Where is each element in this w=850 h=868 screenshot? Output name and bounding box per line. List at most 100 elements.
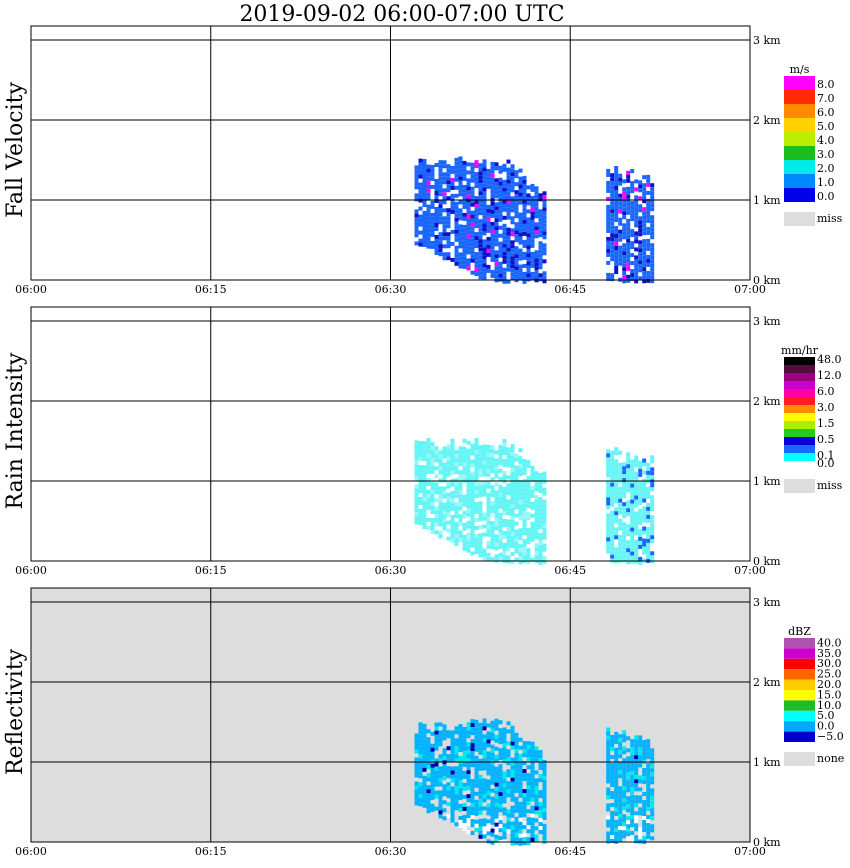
echo-pixel [494, 202, 499, 207]
echo-pixel [470, 723, 475, 728]
echo-pixel [474, 538, 479, 542]
echo-pixel [458, 784, 463, 788]
echo-pixel [478, 175, 483, 180]
echo-pixel [418, 457, 423, 461]
echo-pixel [414, 745, 419, 750]
echo-pixel [506, 821, 511, 826]
echo-pixel [610, 771, 615, 775]
colorbar-swatch [784, 174, 815, 188]
echo-pixel [478, 465, 483, 470]
colorbar-miss-label: miss [817, 479, 843, 492]
echo-pixel [610, 277, 615, 282]
echo-pixel [434, 183, 439, 187]
echo-pixel [518, 196, 523, 201]
echo-pixel [522, 527, 527, 532]
echo-pixel [510, 448, 515, 452]
echo-pixel [606, 489, 611, 494]
echo-pixel [530, 235, 535, 240]
echo-pixel [638, 224, 643, 229]
echo-pixel [426, 493, 431, 498]
echo-pixel [422, 481, 427, 486]
echo-pixel [430, 446, 435, 450]
echo-pixel [518, 184, 523, 189]
echo-pixel [614, 250, 619, 254]
echo-pixel [534, 190, 539, 195]
echo-pixel [534, 475, 539, 480]
echo-pixel [626, 808, 631, 813]
echo-pixel [650, 768, 655, 773]
echo-pixel [518, 508, 523, 513]
echo-pixel [438, 802, 443, 807]
echo-pixel [470, 447, 475, 452]
echo-cell [606, 727, 655, 845]
echo-pixel [498, 249, 503, 254]
echo-pixel [414, 508, 419, 513]
echo-pixel [538, 830, 543, 835]
echo-pixel [650, 752, 655, 757]
echo-pixel [614, 791, 619, 796]
echo-pixel [438, 810, 443, 815]
echo-pixel [466, 480, 471, 485]
echo-pixel [434, 251, 439, 255]
echo-pixel [446, 464, 451, 469]
echo-pixel [622, 830, 627, 835]
echo-pixel [506, 841, 511, 846]
echo-pixel [618, 742, 623, 747]
echo-pixel [506, 789, 511, 794]
echo-pixel [474, 735, 479, 740]
echo-pixel [622, 215, 627, 220]
echo-pixel [610, 217, 615, 222]
echo-pixel [542, 815, 547, 820]
echo-pixel [446, 814, 451, 819]
echo-pixel [450, 526, 455, 531]
echo-pixel [646, 819, 651, 824]
echo-pixel [634, 459, 639, 464]
echo-pixel [630, 269, 635, 274]
echo-pixel [442, 228, 447, 233]
echo-pixel [478, 481, 483, 486]
echo-pixel [650, 772, 655, 777]
echo-pixel [650, 227, 655, 232]
echo-pixel [518, 448, 523, 453]
echo-pixel [502, 255, 507, 260]
echo-pixel [530, 781, 535, 786]
echo-pixel [518, 472, 523, 477]
echo-pixel [618, 834, 623, 839]
echo-pixel [446, 188, 451, 193]
echo-pixel [510, 729, 515, 734]
echo-pixel [518, 240, 523, 245]
echo-pixel [622, 207, 627, 212]
echo-pixel [438, 770, 443, 775]
echo-pixel [466, 186, 471, 191]
echo-pixel [446, 164, 451, 169]
echo-pixel [494, 746, 499, 751]
echo-pixel [478, 798, 483, 803]
echo-pixel [470, 751, 475, 756]
echo-pixel [614, 234, 619, 238]
echo-pixel [626, 202, 631, 207]
echo-pixel [446, 256, 451, 261]
echo-pixel [414, 504, 419, 509]
echo-pixel [422, 171, 427, 175]
echo-pixel [478, 533, 483, 538]
echo-pixel [458, 518, 463, 523]
echo-pixel [614, 515, 619, 520]
echo-pixel [454, 510, 459, 515]
echo-pixel [462, 802, 467, 807]
echo-pixel [606, 807, 611, 812]
echo-pixel [510, 829, 515, 834]
echo-pixel [458, 748, 463, 752]
echo-pixel [650, 515, 655, 520]
echo-pixel [478, 517, 483, 522]
echo-pixel [610, 803, 615, 807]
echo-pixel [506, 543, 511, 548]
echo-pixel [414, 476, 419, 481]
echo-pixel [446, 196, 451, 201]
echo-pixel [466, 488, 471, 493]
echo-pixel [622, 187, 627, 192]
echo-pixel [622, 750, 627, 755]
echo-pixel [630, 499, 635, 504]
echo-pixel [614, 254, 619, 258]
echo-pixel [518, 785, 523, 790]
echo-pixel [458, 450, 463, 455]
